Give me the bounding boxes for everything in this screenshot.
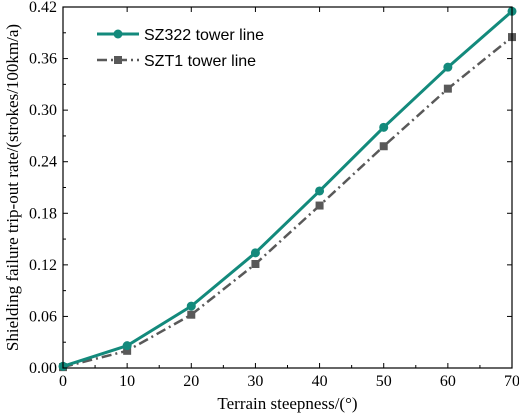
data-point-series-2 (379, 142, 388, 151)
legend-label-2: SZT1 tower line (144, 53, 256, 70)
x-tick-label: 50 (376, 373, 392, 390)
x-tick-label: 10 (119, 373, 135, 390)
x-axis-label: Terrain steepness/(°) (217, 394, 357, 413)
legend: SZ322 tower line SZT1 tower line (97, 27, 264, 70)
data-point-series-2 (123, 346, 132, 355)
data-point-series-1 (443, 62, 453, 72)
legend-marker-2 (114, 56, 122, 64)
y-tick-label: 0.18 (29, 205, 57, 222)
data-point-series-1 (186, 301, 196, 311)
x-tick-label: 0 (59, 373, 67, 390)
plot-area (58, 6, 517, 372)
y-axis-label: Shielding failure trip-out rate/(strokes… (3, 24, 22, 351)
legend-label-1: SZ322 tower line (144, 27, 264, 44)
y-tick-label: 0.30 (29, 102, 57, 119)
y-tick-label: 0.24 (29, 154, 57, 171)
y-tick-label: 0.12 (29, 257, 57, 274)
legend-marker-1 (113, 29, 123, 39)
x-tick-label: 40 (312, 373, 328, 390)
axes: 0 10 20 30 40 50 60 70 0.00 0.06 0.12 0.18 0.24 0.30 0… (29, 0, 519, 390)
data-point-series-2 (315, 201, 324, 210)
data-point-series-1 (379, 122, 389, 132)
data-point-series-2 (187, 310, 196, 319)
data-point-series-1 (315, 186, 325, 196)
data-point-series-2 (443, 84, 452, 93)
x-tick-label: 20 (183, 373, 199, 390)
y-tick-label: 0.00 (29, 360, 57, 377)
x-tick-label: 60 (440, 373, 456, 390)
series-line-2 (62, 36, 513, 369)
data-point-series-2 (251, 259, 260, 268)
y-tick-label: 0.06 (29, 308, 57, 325)
y-tick-label: 0.36 (29, 51, 57, 68)
data-point-series-1 (122, 341, 132, 351)
x-tick-label: 70 (504, 373, 519, 390)
x-tick-label: 30 (247, 373, 263, 390)
plot-frame (62, 6, 513, 369)
y-tick-label: 0.42 (29, 0, 57, 16)
data-point-series-1 (250, 248, 260, 258)
series-line-1 (62, 10, 513, 368)
